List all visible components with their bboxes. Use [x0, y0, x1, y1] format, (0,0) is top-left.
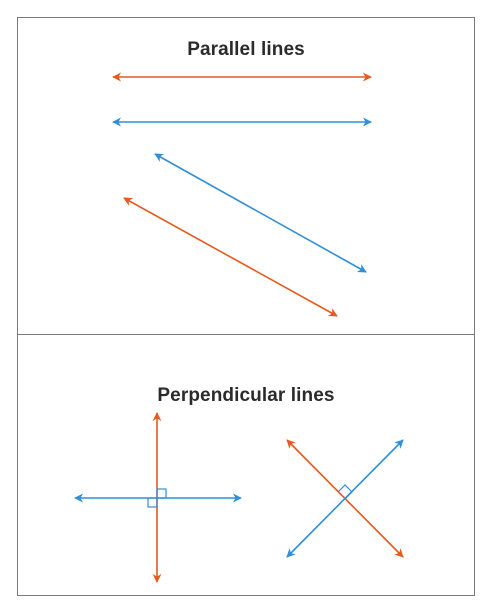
parallel-panel: Parallel lines — [18, 18, 474, 334]
parallel-diagonal-blue-line — [154, 153, 367, 273]
right-angle-marker-diagonal — [337, 484, 353, 500]
right-angle-marker-upper — [156, 488, 167, 499]
diagram-frame: Parallel lines Perpendicular lines — [17, 17, 475, 596]
perpendicular-panel: Perpendicular lines — [18, 334, 474, 596]
perpendicular-title: Perpendicular lines — [157, 385, 335, 406]
parallel-diagonal-orange-line — [123, 197, 338, 317]
parallel-title: Parallel lines — [187, 39, 305, 60]
right-angle-marker-lower — [147, 497, 158, 508]
